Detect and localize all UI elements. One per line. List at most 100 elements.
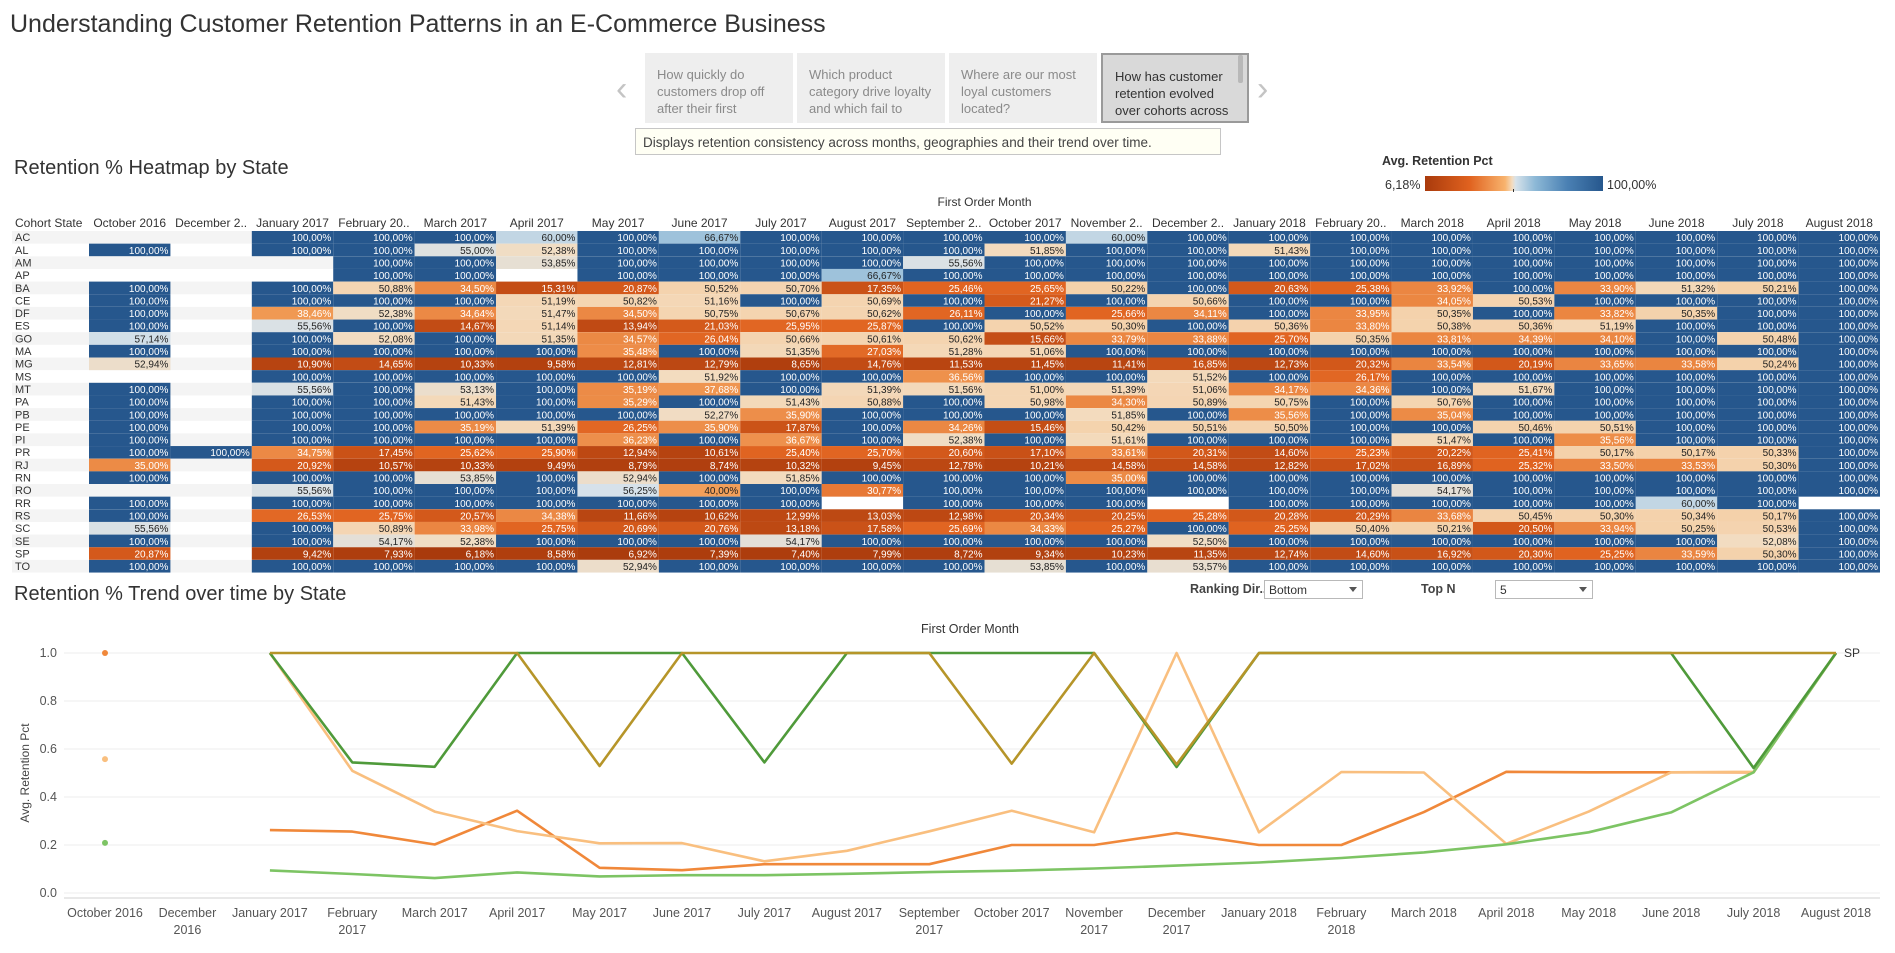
heatmap-cell-label: 100,00% xyxy=(292,423,332,434)
story-point-3[interactable]: Where are our most loyal customers locat… xyxy=(949,53,1097,123)
heatmap-cell xyxy=(903,471,985,484)
heatmap-cell xyxy=(333,408,415,421)
heatmap-row-label: BA xyxy=(15,283,30,295)
heatmap-cell-label: 52,38% xyxy=(542,246,576,257)
heatmap-column-label: May 2017 xyxy=(592,216,645,230)
heatmap-cell-label: 100,00% xyxy=(129,322,169,333)
heatmap-cell xyxy=(821,484,904,497)
heatmap-cell-label: 50,25% xyxy=(1681,524,1715,535)
heatmap-cell-label: 100,00% xyxy=(1839,233,1879,244)
heatmap-cell xyxy=(984,521,1066,535)
heatmap-cell xyxy=(1228,243,1311,257)
heatmap-cell-label: 9,49% xyxy=(547,461,575,472)
heatmap-cell xyxy=(1798,484,1880,497)
heatmap-cell-label: 100,00% xyxy=(292,398,332,409)
heatmap-cell-label: 100,00% xyxy=(1350,233,1390,244)
story-next-arrow-icon[interactable]: › xyxy=(1257,70,1269,108)
heatmap-cell-label: 34,50% xyxy=(460,284,494,295)
heatmap-cell-label: 26,17% xyxy=(1356,372,1390,383)
heatmap-cell-label: 100,00% xyxy=(1513,499,1553,510)
story-point-2[interactable]: Which product category drive loyalty and… xyxy=(797,53,945,123)
story-scrollbar[interactable] xyxy=(1238,55,1243,83)
heatmap-cell xyxy=(903,268,985,282)
heatmap-cell-label: 100,00% xyxy=(1431,423,1471,434)
heatmap-cell-label: 20,22% xyxy=(1437,448,1471,459)
heatmap-cell-label: 13,03% xyxy=(867,511,901,522)
heatmap-cell xyxy=(1310,357,1392,371)
heatmap-cell xyxy=(658,268,741,282)
ranking-direction-select[interactable]: Bottom xyxy=(1264,580,1363,599)
heatmap-cell-label: 100,00% xyxy=(1106,271,1146,282)
heatmap-cell xyxy=(1798,433,1880,447)
heatmap-row-label: RR xyxy=(15,498,31,510)
heatmap-cell xyxy=(658,521,741,535)
heatmap-cell xyxy=(658,547,741,560)
heatmap-column-label: December 2.. xyxy=(175,216,247,230)
heatmap-cell-label: 100,00% xyxy=(1513,258,1553,269)
heatmap-cell xyxy=(1717,395,1799,409)
heatmap-cell-label: 100,00% xyxy=(1431,372,1471,383)
heatmap-cell xyxy=(1310,243,1392,257)
heatmap-cell xyxy=(1065,420,1148,434)
heatmap-cell-label: 100,00% xyxy=(292,410,332,421)
heatmap-cell-label: 100,00% xyxy=(1839,347,1879,358)
heatmap-cell-label: 100,00% xyxy=(1106,486,1146,497)
heatmap-cell-label: 100,00% xyxy=(1024,537,1064,548)
heatmap-cell-label: 55,56% xyxy=(949,258,983,269)
heatmap-cell xyxy=(1310,458,1392,472)
heatmap-cell-label: 51,35% xyxy=(786,347,820,358)
heatmap-cell xyxy=(333,294,415,307)
heatmap-column-label: January 2017 xyxy=(256,216,329,230)
heatmap-cell xyxy=(251,496,334,510)
trend-x-tick-label: November xyxy=(1065,906,1123,920)
heatmap-cell-label: 50,70% xyxy=(786,284,820,295)
heatmap-cell xyxy=(1798,382,1880,396)
heatmap-cell-label: 21,03% xyxy=(704,322,738,333)
heatmap-cell-label: 34,36% xyxy=(1356,385,1390,396)
heatmap-cell xyxy=(251,243,334,257)
heatmap-cell-label: 14,60% xyxy=(1356,549,1390,560)
heatmap-cell-label: 100,00% xyxy=(1106,562,1146,573)
heatmap-cell xyxy=(89,471,171,484)
heatmap-cell-label: 100,00% xyxy=(1839,360,1879,371)
story-prev-arrow-icon[interactable]: ‹ xyxy=(616,70,628,108)
story-point-1[interactable]: How quickly do customers drop off after … xyxy=(645,53,793,123)
heatmap-cell xyxy=(496,559,578,573)
trend-x-tick-label: 2017 xyxy=(338,923,366,937)
heatmap-cell-label: 30,77% xyxy=(867,486,901,497)
heatmap-column-label: August 2018 xyxy=(1806,216,1874,230)
heatmap-x-title: First Order Month xyxy=(937,195,1031,209)
heatmap-cell-label: 55,56% xyxy=(134,524,168,535)
heatmap-cell-label: 17,35% xyxy=(867,284,901,295)
top-n-select[interactable]: 5 xyxy=(1495,580,1593,599)
heatmap-cell xyxy=(1391,370,1473,383)
heatmap-cell xyxy=(89,534,171,548)
heatmap-cell-label: 100,00% xyxy=(129,436,169,447)
heatmap-cell xyxy=(1554,256,1636,269)
heatmap-cell-label: 33,95% xyxy=(1356,309,1390,320)
heatmap-cell-label: 34,33% xyxy=(1030,524,1064,535)
heatmap-cell xyxy=(1472,547,1555,560)
heatmap-cell xyxy=(333,534,415,548)
heatmap-cell xyxy=(577,484,659,497)
heatmap-cell-label: 50,67% xyxy=(786,309,820,320)
heatmap-cell xyxy=(1310,433,1392,447)
heatmap-cell-label: 100,00% xyxy=(1594,271,1634,282)
dashboard-title: Understanding Customer Retention Pattern… xyxy=(10,10,826,38)
heatmap-cell xyxy=(1554,408,1636,421)
heatmap-cell xyxy=(740,547,822,560)
heatmap-cell xyxy=(1635,332,1718,345)
heatmap-cell xyxy=(89,319,171,333)
story-point-4[interactable]: How has customer retention evolved over … xyxy=(1101,53,1249,123)
heatmap-cell-label: 100,00% xyxy=(1431,537,1471,548)
legend-max-label: 100,00% xyxy=(1607,178,1657,192)
heatmap-cell-label: 100,00% xyxy=(129,537,169,548)
heatmap-cell xyxy=(1310,344,1392,358)
heatmap-cell xyxy=(577,370,659,383)
heatmap-cell xyxy=(740,433,822,447)
heatmap-cell-label: 50,21% xyxy=(1437,524,1471,535)
heatmap-cell xyxy=(740,446,822,459)
heatmap-cell-label: 33,81% xyxy=(1437,334,1471,345)
story-description: Displays retention consistency across mo… xyxy=(635,128,1221,155)
heatmap-cell xyxy=(1391,446,1473,459)
